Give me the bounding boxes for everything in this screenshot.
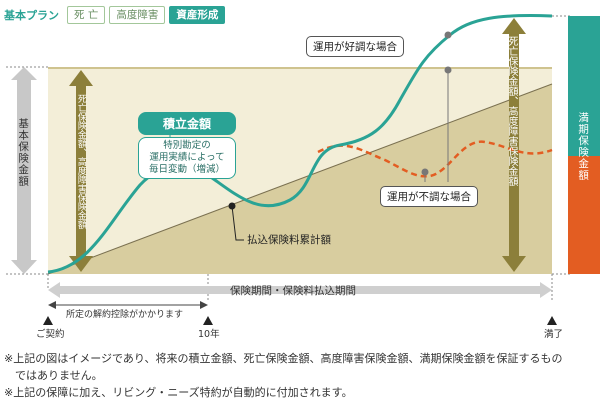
maturity-point-label: 満了 xyxy=(544,329,564,340)
death-disability-right-label: 死亡保険金額、高度障害保険金額 xyxy=(506,36,517,186)
accumulation-callout: 積立金額 特別勘定の 運用実績によって 毎日変動（増減） xyxy=(138,112,236,179)
footnote-1-cont: ではありません。 xyxy=(4,369,103,382)
period-arrow xyxy=(48,282,552,298)
tab-disability[interactable]: 高度障害 xyxy=(109,6,166,24)
good-marker xyxy=(444,31,452,39)
footnote-2: ※上記の保障に加え、リビング・ニーズ特約が自動的に付加されます。 xyxy=(4,386,353,399)
death-amount-arrow-left xyxy=(69,70,93,272)
accumulation-desc: 特別勘定の 運用実績によって 毎日変動（増減） xyxy=(138,137,236,179)
death-amount-arrow-right xyxy=(502,18,526,272)
accumulation-desc-line: 運用実績によって xyxy=(149,152,225,163)
good-performance-callout: 運用が好調な場合 xyxy=(306,36,404,57)
death-disability-left-label: 死亡保険金額、高度障害保険金額 xyxy=(75,94,86,229)
contract-marker xyxy=(43,316,53,325)
period-label: 保険期間・保険料払込期間 xyxy=(230,285,356,297)
surrender-arrow-right-head xyxy=(200,301,208,309)
year10-marker xyxy=(203,316,213,325)
year10-label: 10年 xyxy=(198,329,220,340)
maturity-marker xyxy=(547,316,557,325)
paid-premium-label: 払込保険料累計額 xyxy=(247,234,331,246)
basic-amount-line xyxy=(48,67,552,69)
footnote-1: ※上記の図はイメージであり、将来の積立金額、死亡保険金額、高度障害保険金額、満期… xyxy=(4,352,563,365)
premium-line xyxy=(47,83,553,275)
maturity-label: 満期保険金額 xyxy=(577,112,590,181)
poor-performance-callout: 運用が不調な場合 xyxy=(380,186,478,207)
basic-amount-arrow xyxy=(11,67,37,274)
maturity-bar-poor xyxy=(568,156,600,274)
accumulation-desc-line: 特別勘定の xyxy=(163,140,211,151)
surrender-arrow-left-head xyxy=(48,301,56,309)
basic-insurance-label: 基本保険金額 xyxy=(17,118,30,187)
tab-asset-building[interactable]: 資産形成 xyxy=(169,6,226,24)
premium-leader xyxy=(231,205,244,241)
surrender-label: 所定の解約控除がかかります xyxy=(66,310,184,320)
tab-death[interactable]: 死 亡 xyxy=(67,6,106,24)
plan-tabs: 基本プラン 死 亡 高度障害 資産形成 xyxy=(4,5,226,25)
contract-label: ご契約 xyxy=(36,329,65,340)
accumulation-desc-line: 毎日変動（増減） xyxy=(148,164,225,175)
maturity-bar-good xyxy=(568,16,600,156)
plan-label: 基本プラン xyxy=(4,9,59,22)
accumulation-title: 積立金額 xyxy=(138,112,236,135)
